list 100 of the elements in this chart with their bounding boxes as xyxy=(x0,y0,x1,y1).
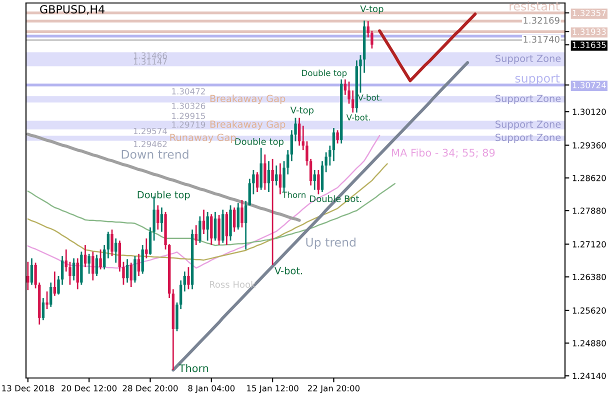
candlestick xyxy=(110,228,114,257)
candlestick xyxy=(240,199,244,228)
candlestick xyxy=(53,270,56,297)
candlestick xyxy=(145,238,148,259)
candlestick xyxy=(256,171,259,193)
annotation: Up trend xyxy=(306,238,356,249)
candlestick xyxy=(183,270,186,292)
annotation: 1.30472 xyxy=(172,88,205,94)
candlestick xyxy=(244,200,248,250)
y-tick-label: 1.28620 xyxy=(572,174,606,182)
candlestick xyxy=(134,255,136,284)
candlestick xyxy=(344,78,347,96)
candlestick xyxy=(317,169,320,195)
candlestick xyxy=(42,297,45,321)
x-tick-label: 20 Dec 12:00 xyxy=(62,385,117,392)
annotation: 1.29915 xyxy=(172,112,205,120)
ref-line-label: 1.31740 xyxy=(524,36,560,43)
annotation: V-top xyxy=(360,5,384,14)
candlestick xyxy=(267,160,270,193)
annotation: 1.30326 xyxy=(172,102,206,110)
annotation: 1.29462 xyxy=(134,140,167,148)
annotation: 1.31466 xyxy=(134,52,167,59)
annotation: Down trend xyxy=(122,150,188,159)
candlestick xyxy=(103,244,106,270)
annotation: 1.31147 xyxy=(134,58,167,65)
annotation: V-bot. xyxy=(274,266,302,274)
candlestick xyxy=(141,244,144,274)
annotation: Thorn xyxy=(178,364,208,372)
candlestick xyxy=(313,169,316,191)
candlestick xyxy=(236,202,240,230)
annotation: 1.29719 xyxy=(172,121,206,128)
y-tick-label: 1.29360 xyxy=(572,142,606,149)
candlestick xyxy=(278,162,282,195)
y-tick-label: 1.31933 xyxy=(572,28,606,35)
ref-line-label: support xyxy=(515,74,560,85)
y-tick-label: 1.30120 xyxy=(572,108,606,115)
annotation: Double top xyxy=(235,138,284,147)
x-tick-label: 13 Dec 2018 xyxy=(2,385,54,392)
candlestick xyxy=(99,248,102,270)
y-tick-label: 1.26380 xyxy=(572,274,606,280)
annotation: MA Fibo - 34; 55; 89 xyxy=(392,148,495,158)
y-tick-label: 1.24880 xyxy=(572,340,606,346)
band-label: Support Zone xyxy=(496,120,561,130)
band-label: Support Zone xyxy=(496,54,561,64)
annotation: Thorn xyxy=(282,192,306,198)
candlestick xyxy=(206,211,209,242)
annotation: Breakaway Gap xyxy=(210,120,286,130)
candlestick xyxy=(198,216,202,244)
candlestick xyxy=(225,211,228,246)
annotation: V-top xyxy=(290,106,314,116)
candlestick xyxy=(26,261,30,291)
ref-line-label: 1.32169 xyxy=(524,16,560,24)
candlestick xyxy=(332,127,336,162)
y-tick-label: 1.27120 xyxy=(572,241,606,248)
candlestick xyxy=(218,214,220,246)
y-tick-label: 1.24140 xyxy=(572,372,606,380)
y-tick-label: 1.27880 xyxy=(572,208,606,214)
x-tick-label: 28 Dec 20:00 xyxy=(122,385,178,392)
line-series xyxy=(378,12,477,82)
candlestick xyxy=(137,253,140,277)
candlestick xyxy=(160,206,164,232)
annotation: V-bot. xyxy=(358,94,382,101)
candlestick xyxy=(88,253,90,274)
x-tick-label: 22 Jan 20:00 xyxy=(308,385,360,393)
annotation: Breakaway Gap xyxy=(210,94,286,104)
candlestick xyxy=(271,158,274,266)
candlestick xyxy=(126,258,129,284)
candlestick xyxy=(275,164,278,186)
candlestick xyxy=(194,224,198,246)
candlestick xyxy=(156,204,160,230)
candlestick xyxy=(46,290,48,310)
y-tick-label: 1.32357 xyxy=(572,10,606,16)
annotation: Runaway Gap xyxy=(170,134,236,143)
candlestick xyxy=(252,169,255,195)
candlestick xyxy=(187,266,190,290)
candlestick xyxy=(214,211,217,242)
y-tick-label: 1.30724 xyxy=(572,82,606,88)
candlestick xyxy=(72,258,76,282)
y-tick-label: 1.31635 xyxy=(572,42,606,48)
candlestick xyxy=(95,254,98,277)
candlestick xyxy=(264,154,266,191)
annotation: Double top xyxy=(138,190,190,200)
band-label: Support Zone xyxy=(496,94,561,104)
candlestick xyxy=(30,258,34,286)
annotation: V-bot. xyxy=(346,114,370,121)
candlestick xyxy=(64,248,68,272)
band-label: Support Zone xyxy=(496,134,561,143)
candlestick xyxy=(298,117,301,146)
x-tick-label: 15 Jan 12:00 xyxy=(247,385,298,393)
candlestick xyxy=(336,130,339,144)
x-tick-label: 8 Jan 04:00 xyxy=(188,385,235,393)
annotation: 1.29574 xyxy=(134,128,167,134)
candlestick xyxy=(248,178,251,206)
candlestick xyxy=(106,231,110,259)
candlestick xyxy=(210,213,213,246)
chart-title: GBPUSD,H4 xyxy=(40,5,104,15)
ref-line-label: resistant xyxy=(510,1,560,11)
candlestick xyxy=(130,262,132,288)
candlestick xyxy=(92,250,94,282)
y-tick-label: 1.25620 xyxy=(572,307,606,314)
